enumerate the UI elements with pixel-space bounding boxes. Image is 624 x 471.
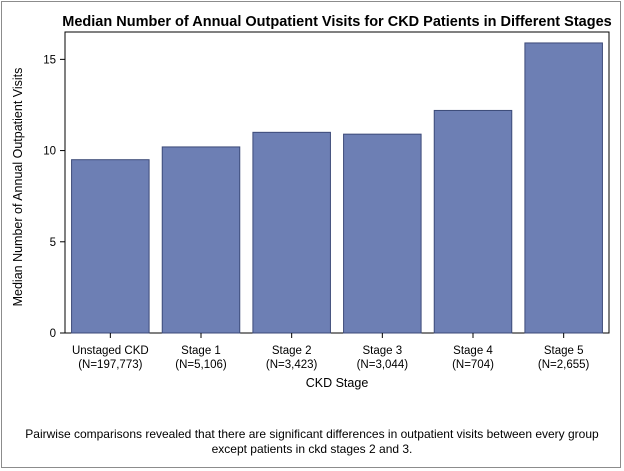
bar xyxy=(433,109,513,334)
x-tick-sample-size: (N=2,655) xyxy=(538,359,590,371)
bar xyxy=(343,133,422,334)
bar xyxy=(524,42,603,334)
x-tick-label: Stage 3 xyxy=(363,345,403,357)
x-tick-label: Stage 1 xyxy=(181,345,221,357)
bar xyxy=(161,146,241,334)
x-axis-label: CKD Stage xyxy=(306,376,369,390)
x-tick-label: Stage 2 xyxy=(272,345,312,357)
y-axis: 0 5 10 15 xyxy=(43,54,65,340)
x-tick-sample-size: (N=704) xyxy=(452,359,494,371)
y-axis-label: Median Number of Annual Outpatient Visit… xyxy=(11,68,25,307)
chart-caption: Pairwise comparisons revealed that there… xyxy=(25,427,599,456)
x-axis-ticks: Unstaged CKD (N=197,773) Stage 1 (N=5,106) S… xyxy=(72,333,590,371)
y-tick-label: 10 xyxy=(43,146,56,158)
bar xyxy=(71,159,150,334)
plot-area xyxy=(64,31,610,334)
x-tick-sample-size: (N=197,773) xyxy=(78,359,142,371)
y-tick-label: 0 xyxy=(50,328,56,340)
bars xyxy=(71,42,603,334)
bar xyxy=(252,131,331,334)
x-tick-label: Stage 5 xyxy=(544,345,584,357)
x-tick-label: Stage 4 xyxy=(453,345,493,357)
x-tick-sample-size: (N=3,423) xyxy=(266,359,318,371)
x-tick-label: Unstaged CKD xyxy=(72,345,149,357)
y-tick-label: 15 xyxy=(43,54,56,66)
x-tick-sample-size: (N=5,106) xyxy=(175,359,227,371)
chart-title: Median Number of Annual Outpatient Visit… xyxy=(62,14,611,30)
x-tick-sample-size: (N=3,044) xyxy=(357,359,409,371)
y-tick-label: 5 xyxy=(50,237,56,249)
